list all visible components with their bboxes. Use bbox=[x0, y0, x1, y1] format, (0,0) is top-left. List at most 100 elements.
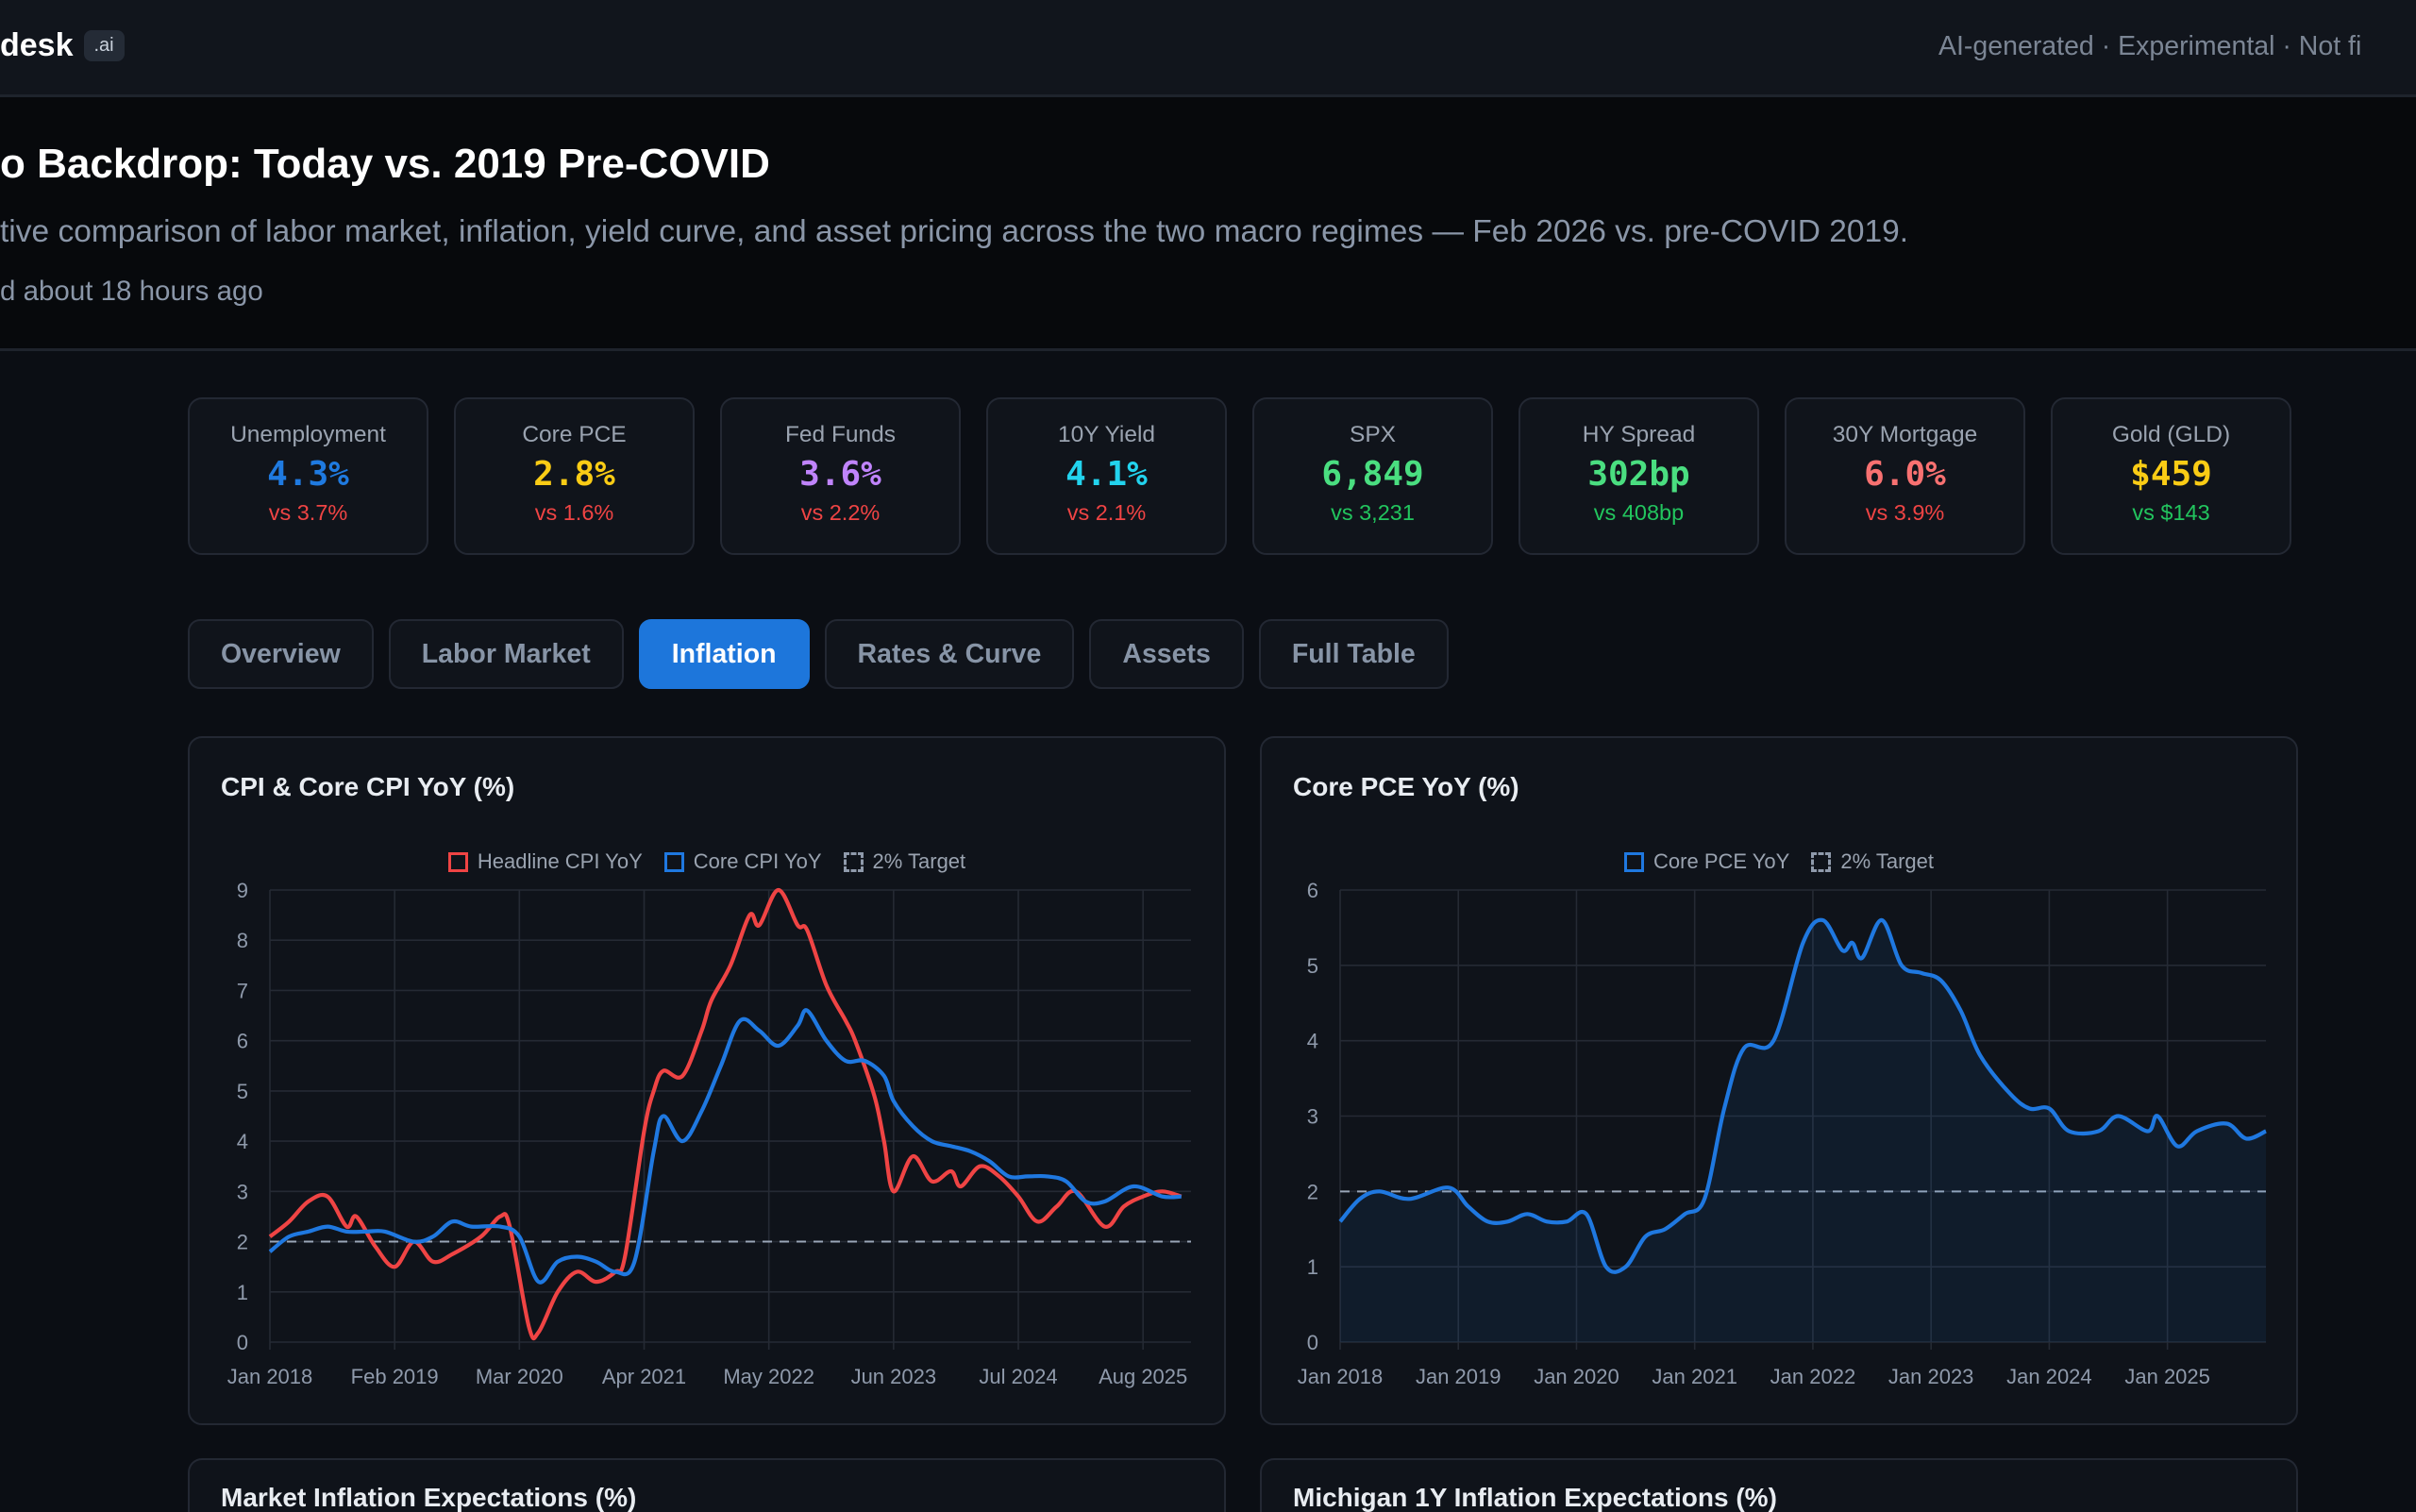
tab-assets[interactable]: Assets bbox=[1089, 619, 1244, 689]
chart-plot: 0 1 2 3 4 5 6 7 8 9 Jan 2018 Feb 2019 Mar 2020 Apr 20… bbox=[227, 879, 1191, 1388]
x-tick-label: Mar 2020 bbox=[476, 1365, 563, 1388]
y-tick-label: 6 bbox=[1307, 879, 1318, 902]
kpi-card-10y-yield: 10Y Yield 4.1% vs 2.1% bbox=[986, 397, 1227, 555]
y-tick-label: 2 bbox=[1307, 1180, 1318, 1203]
legend-swatch bbox=[663, 851, 684, 872]
y-tick-label: 8 bbox=[237, 929, 248, 952]
legend-item-core-pce-yoy[interactable]: Core PCE YoY bbox=[1624, 849, 1789, 874]
kpi-card-hy-spread: HY Spread 302bp vs 408bp bbox=[1518, 397, 1759, 555]
tab-bar: Overview Labor Market Inflation Rates & Cur… bbox=[188, 619, 1449, 689]
kpi-card-spx: SPX 6,849 vs 3,231 bbox=[1252, 397, 1493, 555]
legend-swatch bbox=[1811, 851, 1832, 872]
brand-name: desk bbox=[0, 27, 74, 63]
legend-swatch bbox=[1624, 851, 1645, 872]
x-tick-label: Jan 2023 bbox=[1888, 1365, 1974, 1388]
kpi-value: 3.6% bbox=[799, 455, 881, 494]
series-line-core-pce-yoy[interactable] bbox=[1338, 917, 2267, 1274]
x-tick-label: Apr 2021 bbox=[602, 1365, 686, 1388]
legend-label: 2% Target bbox=[1840, 849, 1934, 873]
tab-labor-market[interactable]: Labor Market bbox=[388, 619, 624, 689]
core-pce-chart-card: Core PCE YoY (%) Core PCE YoY 2% Target 0 1… bbox=[1260, 736, 2298, 1425]
chart-title: Market Inflation Expectations (%) bbox=[221, 1483, 637, 1512]
legend-label: 2% Target bbox=[872, 849, 966, 873]
kpi-card-core-pce: Core PCE 2.8% vs 1.6% bbox=[454, 397, 695, 555]
series-line-headline-cpi-yoy[interactable] bbox=[268, 887, 1183, 1341]
kpi-comparison: vs 3,231 bbox=[1331, 500, 1415, 525]
y-tick-label: 0 bbox=[1307, 1331, 1318, 1354]
y-tick-label: 2 bbox=[237, 1231, 248, 1254]
series-line-core-cpi-yoy[interactable] bbox=[268, 1008, 1182, 1285]
disclaimer: AI-generated · Experimental · Not fi bbox=[1938, 31, 2362, 61]
kpi-card-fed-funds: Fed Funds 3.6% vs 2.2% bbox=[720, 397, 961, 555]
legend-item-target[interactable]: 2% Target bbox=[843, 849, 966, 874]
kpi-label: 30Y Mortgage bbox=[1832, 422, 1978, 447]
kpi-comparison: vs 408bp bbox=[1593, 500, 1685, 525]
brand-badge: .ai bbox=[83, 30, 125, 61]
y-tick-label: 4 bbox=[237, 1130, 248, 1153]
legend-swatch bbox=[447, 851, 468, 872]
page-subtitle: tive comparison of labor market, inflati… bbox=[0, 214, 1909, 249]
kpi-label: HY Spread bbox=[1582, 422, 1696, 447]
y-tick-label: 6 bbox=[237, 1030, 248, 1053]
y-tick-label: 5 bbox=[1307, 954, 1318, 978]
kpi-comparison: vs 1.6% bbox=[534, 500, 614, 525]
legend-label: Core PCE YoY bbox=[1653, 849, 1790, 873]
y-tick-label: 4 bbox=[1307, 1030, 1318, 1053]
chart-legend: Core PCE YoY 2% Target bbox=[1262, 849, 2296, 874]
brand-logo[interactable]: desk .ai bbox=[0, 27, 125, 64]
kpi-comparison: vs 2.2% bbox=[800, 500, 881, 525]
tab-full-table[interactable]: Full Table bbox=[1258, 619, 1449, 689]
x-tick-label: May 2022 bbox=[723, 1365, 814, 1388]
legend-item-core-cpi-yoy[interactable]: Core CPI YoY bbox=[663, 849, 822, 874]
kpi-comparison: vs $143 bbox=[2132, 500, 2210, 525]
kpi-label: Core PCE bbox=[522, 422, 627, 447]
y-tick-label: 3 bbox=[1307, 1105, 1318, 1129]
x-tick-label: Jan 2021 bbox=[1652, 1365, 1737, 1388]
x-tick-label: Jan 2024 bbox=[2006, 1365, 2092, 1388]
x-tick-label: Jan 2018 bbox=[1298, 1365, 1384, 1388]
legend-item-headline-cpi-yoy[interactable]: Headline CPI YoY bbox=[447, 849, 643, 874]
series-area-core-pce-yoy bbox=[1340, 919, 2266, 1342]
chart-title: Core PCE YoY (%) bbox=[1293, 772, 1519, 801]
x-tick-label: Jan 2022 bbox=[1770, 1365, 1856, 1388]
x-tick-label: Jan 2018 bbox=[227, 1365, 313, 1388]
top-bar: desk .ai AI-generated · Experimental · N… bbox=[0, 0, 2416, 97]
page-title: o Backdrop: Today vs. 2019 Pre-COVID bbox=[0, 141, 770, 187]
x-tick-label: Feb 2019 bbox=[351, 1365, 439, 1388]
kpi-comparison: vs 3.7% bbox=[268, 500, 348, 525]
y-tick-label: 9 bbox=[237, 879, 248, 902]
y-tick-label: 1 bbox=[1307, 1255, 1318, 1279]
michigan-expectations-card: Michigan 1Y Inflation Expectations (%) bbox=[1260, 1458, 2298, 1512]
x-tick-label: Jan 2025 bbox=[2124, 1365, 2210, 1388]
y-tick-label: 1 bbox=[237, 1281, 248, 1304]
kpi-label: Gold (GLD) bbox=[2111, 422, 2231, 447]
tab-rates-curve[interactable]: Rates & Curve bbox=[824, 619, 1075, 689]
legend-item-target[interactable]: 2% Target bbox=[1811, 849, 1934, 874]
kpi-value: 6,849 bbox=[1321, 455, 1424, 494]
tab-inflation[interactable]: Inflation bbox=[638, 619, 810, 689]
chart-plot: 0 1 2 3 4 5 6 Jan 2018 Jan 2019 Jan 2020 Jan 2021 J… bbox=[1298, 879, 2267, 1388]
updated-timestamp: d about 18 hours ago bbox=[0, 276, 263, 307]
kpi-card-gold-gld: Gold (GLD) $459 vs $143 bbox=[2051, 397, 2291, 555]
x-tick-label: Jan 2020 bbox=[1534, 1365, 1619, 1388]
x-tick-label: Jul 2024 bbox=[979, 1365, 1057, 1388]
kpi-label: Fed Funds bbox=[784, 422, 897, 447]
chart-legend: Headline CPI YoY Core CPI YoY 2% Target bbox=[190, 849, 1224, 874]
chart-title: CPI & Core CPI YoY (%) bbox=[221, 772, 515, 801]
chart-title: Michigan 1Y Inflation Expectations (%) bbox=[1293, 1483, 1777, 1512]
x-tick-label: Jun 2023 bbox=[851, 1365, 937, 1388]
tab-overview[interactable]: Overview bbox=[188, 619, 374, 689]
kpi-value: 4.3% bbox=[267, 455, 349, 494]
kpi-label: SPX bbox=[1349, 422, 1397, 447]
kpi-value: $459 bbox=[2130, 455, 2212, 494]
kpi-label: 10Y Yield bbox=[1057, 422, 1156, 447]
kpi-card-30y-mortgage: 30Y Mortgage 6.0% vs 3.9% bbox=[1785, 397, 2025, 555]
legend-swatch bbox=[843, 851, 864, 872]
kpi-row: Unemployment 4.3% vs 3.7% Core PCE 2.8% v… bbox=[188, 397, 2291, 555]
cpi-chart-card: CPI & Core CPI YoY (%) Headline CPI YoY C… bbox=[188, 736, 1226, 1425]
legend-label: Core CPI YoY bbox=[693, 849, 822, 873]
kpi-comparison: vs 3.9% bbox=[1865, 500, 1945, 525]
y-tick-label: 3 bbox=[237, 1180, 248, 1203]
kpi-value: 4.1% bbox=[1065, 455, 1148, 494]
kpi-comparison: vs 2.1% bbox=[1066, 500, 1147, 525]
